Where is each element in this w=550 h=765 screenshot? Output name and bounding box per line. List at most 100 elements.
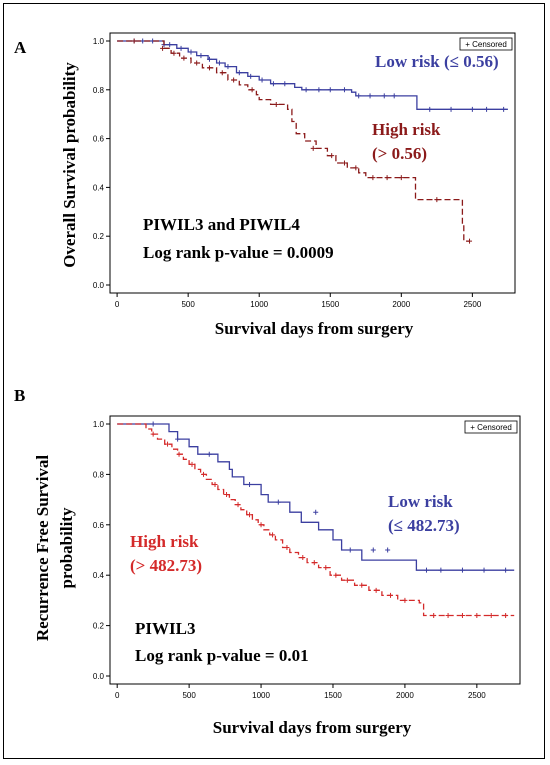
panel-a-xtick-label: 500 (181, 300, 195, 309)
panel-b-series-0-censor-mark (247, 481, 253, 487)
panel-b-series-1-censor-mark (359, 582, 365, 588)
panel-a-xlabel: Survival days from surgery (215, 319, 414, 338)
panel-a-series-0-censor-mark (316, 87, 322, 93)
panel-b-series-1-censor-mark (373, 587, 379, 593)
panel-b-chart: 0.0 0.2 0.4 0.6 0.8 1.0 0 500 1000 1500 2000 2500 + … (93, 415, 521, 700)
panel-a-series-1-censor-mark (206, 65, 212, 71)
panel-b-series-1-censor-mark (235, 502, 241, 508)
panel-b-xtick-label: 2000 (396, 691, 414, 700)
panel-a-series-0-censor-mark (188, 49, 194, 55)
panel-b-series-1-censor-mark (150, 431, 156, 437)
panel-a-series-1-censor-mark (194, 60, 200, 66)
panel-b-series-1-censor-mark (201, 471, 207, 477)
panel-b-series-1-censor-mark (311, 560, 317, 566)
panel-a-series-0-censor-mark (367, 93, 373, 99)
panel-b-high-risk-label-2: (> 482.73) (130, 556, 202, 575)
panel-b-signature: PIWIL3 (135, 619, 195, 638)
panel-b-letter: B (14, 386, 25, 405)
panel-a-xtick-label: 0 (115, 300, 120, 309)
panel-a-series-0-censor-mark (381, 93, 387, 99)
panel-a-xtick-label: 2000 (392, 300, 410, 309)
panel-b-series-1-censor-mark (176, 451, 182, 457)
panel-a-series-0-censor-mark (167, 42, 173, 48)
panel-a-series-0-censor-mark (236, 70, 242, 76)
panel-a-series-0-censor-mark (282, 81, 288, 87)
panel-a-series-1-censor-mark (273, 101, 279, 107)
panel-a-low-risk-label: Low risk (≤ 0.56) (375, 52, 499, 71)
panel-a-series-1-censor-mark (219, 70, 225, 76)
panel-b-xlabel: Survival days from surgery (213, 718, 412, 737)
panel-b-high-risk-label-1: High risk (130, 532, 199, 551)
panel-b-ytick-label: 0.0 (93, 672, 105, 681)
panel-b-series-1-censor-mark (165, 441, 171, 447)
panel-b-xtick-label: 0 (115, 691, 120, 700)
panel-b-series-1-censor-mark (388, 592, 394, 598)
panel-a-series-1-censor-mark (231, 77, 237, 83)
panel-a-series-0-curve (117, 40, 508, 110)
panel-a-series-0-censor-mark (303, 87, 309, 93)
panel-a-series-0-censor-mark (198, 53, 204, 59)
panel-b-ytick-label: 0.8 (93, 470, 105, 479)
panel-a-xtick-label: 1000 (250, 300, 268, 309)
panel-b-series-1-censor-mark (445, 613, 451, 619)
panel-b-legend-text: + Censored (470, 423, 512, 432)
panel-a-series-1-censor-mark (384, 175, 390, 181)
panel-b-series-1-censor-mark (258, 522, 264, 528)
panel-a-series-1-censor-mark (181, 55, 187, 61)
panel-b-series-0-censor-mark (150, 421, 156, 427)
panel-b-xtick-label: 2500 (468, 691, 486, 700)
panel-b-xtick-label: 1500 (324, 691, 342, 700)
panel-b-ytick-label: 0.2 (93, 622, 105, 631)
panel-a-series-0-censor-mark (327, 87, 333, 93)
panel-b-xtick-label: 1000 (252, 691, 270, 700)
panel-b-series-1-censor-mark (247, 512, 253, 518)
panel-b-series-1-curve (117, 423, 515, 617)
panel-a-series-0-censor-mark (248, 73, 254, 79)
panel-a-legend-box (459, 37, 513, 51)
panel-b-series-1-censor-mark (503, 613, 509, 619)
panel-b-series-1-censor-mark (488, 613, 494, 619)
panel-a-series-1-censor-mark (131, 38, 137, 44)
panel-a-ytick-label: 0.4 (93, 183, 105, 192)
panel-b-series-1-censor-mark (474, 613, 480, 619)
panel-a-ytick-label: 0.0 (93, 281, 105, 290)
panel-a-series-1-censor-mark (341, 160, 347, 166)
panel-a-series-0-censor-mark (469, 106, 475, 112)
panel-a-series-1-censor-mark (160, 45, 166, 51)
panel-a-series-1-censor-mark (249, 87, 255, 93)
panel-b-ytick-label: 0.4 (93, 571, 105, 580)
panel-b-legend-box (464, 420, 518, 434)
panel-b-ylabel-1: Recurrence Free Survival (33, 455, 52, 642)
panel-b-low-risk-label-2: (≤ 482.73) (388, 516, 460, 535)
panel-a-series-0-censor-mark (427, 106, 433, 112)
panel-a-series-1-censor-mark (467, 238, 473, 244)
panel-b-series-0-censor-mark (481, 567, 487, 573)
panel-b-series-0-censor-mark (385, 547, 391, 553)
panel-b-ytick-label: 0.6 (93, 521, 105, 530)
panel-b-series-0-censor-mark (438, 567, 444, 573)
panel-b-series-1-censor-mark (402, 597, 408, 603)
panel-a-series-1-curve (117, 40, 470, 242)
panel-a-xtick-label: 1500 (321, 300, 339, 309)
panel-b-series-1-censor-mark (212, 481, 218, 487)
panel-a-xtick-label: 2500 (463, 300, 481, 309)
panel-a-series-0-censor-mark (178, 45, 184, 51)
panel-a-signature: PIWIL3 and PIWIL4 (143, 215, 300, 234)
panel-a-legend-text: + Censored (465, 40, 507, 49)
panel-a-ytick-label: 0.8 (93, 86, 105, 95)
panel-a-ytick-label: 1.0 (93, 37, 105, 46)
panel-b-series-0-censor-mark (423, 567, 429, 573)
panel-b-series-1-censor-mark (189, 461, 195, 467)
panel-a-pvalue: Log rank p-value = 0.0009 (143, 243, 334, 262)
panel-a-ytick-label: 0.6 (93, 135, 105, 144)
panel-b-series-1-censor-mark (323, 565, 329, 571)
panel-a-letter: A (14, 38, 27, 57)
panel-b-series-1-censor-mark (431, 613, 437, 619)
panel-a-series-1-censor-mark (171, 50, 177, 56)
panel-b-series-0-censor-mark (175, 436, 181, 442)
panel-b-series-1-censor-mark (270, 532, 276, 538)
panel-b-series-1-censor-mark (224, 492, 230, 498)
panel-a-series-0-censor-mark (206, 56, 212, 62)
panel-a-high-risk-label-1: High risk (372, 120, 441, 139)
